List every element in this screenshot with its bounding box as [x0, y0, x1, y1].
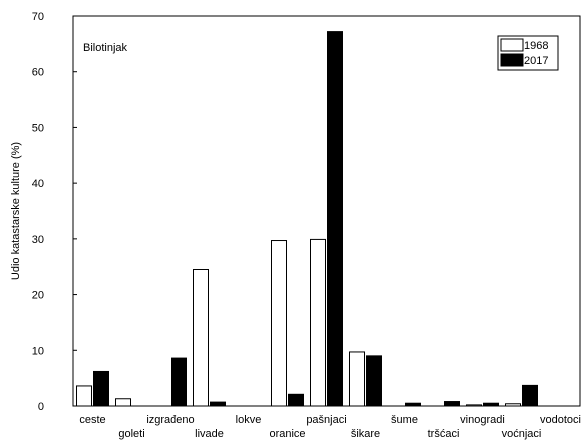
bar-1968-3 — [193, 269, 209, 407]
y-tick-label: 20 — [32, 290, 44, 302]
bar-2017-9 — [444, 401, 460, 407]
y-tick-label: 10 — [32, 345, 44, 357]
y-tick-label: 30 — [32, 234, 44, 246]
bar-2017-2 — [171, 357, 187, 407]
y-axis-label: Udio katastarske kulture (%) — [10, 142, 22, 280]
bar-2017-3 — [210, 401, 226, 407]
bars — [76, 31, 538, 407]
bar-1968-6 — [310, 238, 326, 407]
category-label: šikare — [351, 428, 380, 440]
bar-2017-5 — [288, 393, 304, 407]
category-label: lokve — [236, 414, 262, 426]
plot-frame — [72, 15, 581, 407]
legend-swatch-2017 — [500, 53, 524, 67]
bar-2017-8 — [405, 402, 421, 407]
category-label: izgrađeno — [146, 414, 194, 426]
category-label: šume — [391, 414, 418, 426]
bar-1968-11 — [505, 403, 521, 407]
category-label: vodotoci — [540, 414, 581, 426]
legend: 1968 2017 — [497, 35, 559, 71]
bar-1968-5 — [271, 240, 287, 407]
y-tick-label: 60 — [32, 67, 44, 79]
y-tick-label: 50 — [32, 122, 44, 134]
bar-1968-1 — [115, 398, 131, 407]
category-label: livade — [195, 428, 224, 440]
bar-2017-10 — [483, 402, 499, 407]
bar-1968-7 — [349, 351, 365, 407]
category-label: ceste — [79, 414, 105, 426]
chart-annotation: Bilotinjak — [83, 42, 128, 54]
bar-2017-7 — [366, 355, 382, 407]
legend-swatch-1968 — [500, 38, 524, 52]
y-tick-label: 40 — [32, 178, 44, 190]
category-label: tršćaci — [428, 428, 460, 440]
bar-2017-6 — [327, 31, 343, 407]
y-tick-label: 0 — [38, 401, 44, 413]
category-label: goleti — [118, 428, 144, 440]
legend-label-2017: 2017 — [524, 55, 548, 67]
category-label: oranice — [269, 428, 305, 440]
legend-label-1968: 1968 — [524, 40, 548, 52]
y-tick-label: 70 — [32, 11, 44, 23]
category-label: vinogradi — [460, 414, 505, 426]
category-label: pašnjaci — [306, 414, 346, 426]
bar-1968-0 — [76, 385, 92, 407]
y-axis-ticks: 0 10 20 30 40 50 60 70 — [32, 11, 77, 413]
bar-1968-10 — [466, 404, 482, 407]
bar-2017-11 — [522, 384, 538, 407]
bar-2017-0 — [93, 370, 109, 407]
category-label: voćnjaci — [502, 428, 542, 440]
